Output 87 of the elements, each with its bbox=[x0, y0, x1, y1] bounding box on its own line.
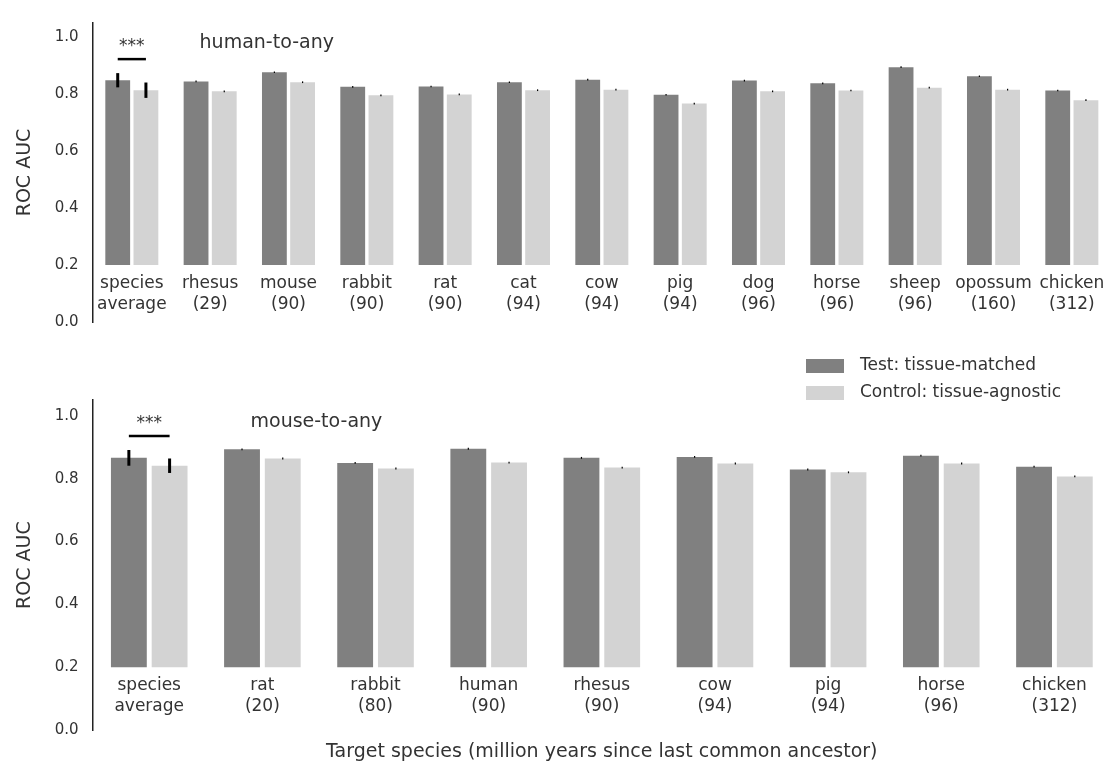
y-tick-label: 0.0 bbox=[54, 311, 79, 330]
y-tick-label: 0.2 bbox=[54, 657, 79, 676]
bar bbox=[888, 67, 914, 266]
x-tick-label: cow (94) bbox=[584, 271, 620, 313]
y-tick-label: 0.6 bbox=[54, 141, 79, 160]
bar bbox=[995, 89, 1021, 266]
bar bbox=[211, 91, 237, 266]
annotation: *** bbox=[136, 411, 162, 432]
y-tick-label: 0.0 bbox=[54, 720, 79, 739]
bar bbox=[110, 457, 147, 668]
x-tick-label: chicken (312) bbox=[1022, 674, 1087, 716]
x-tick-label: rhesus (90) bbox=[573, 674, 631, 716]
x-tick-label: horse (96) bbox=[813, 271, 861, 313]
bar bbox=[966, 76, 992, 266]
bar bbox=[731, 80, 757, 266]
x-tick-label: rabbit (80) bbox=[350, 674, 402, 716]
bar bbox=[340, 86, 366, 266]
bar bbox=[264, 458, 301, 668]
bar bbox=[1016, 466, 1052, 668]
y-tick-label: 1.0 bbox=[54, 405, 79, 424]
bar bbox=[717, 463, 754, 668]
x-tick-label: cow (94) bbox=[697, 674, 733, 716]
bar bbox=[789, 469, 826, 668]
bar bbox=[830, 472, 867, 668]
text: human-to-any bbox=[199, 30, 334, 53]
text: mouse-to-any bbox=[250, 408, 383, 431]
bar bbox=[810, 83, 836, 266]
bar bbox=[916, 87, 942, 266]
y-tick-label: 0.4 bbox=[54, 197, 79, 216]
bar bbox=[604, 467, 641, 668]
y-tick-label: 0.6 bbox=[54, 531, 79, 550]
x-tick-label: horse (96) bbox=[917, 674, 966, 716]
x-tick-label: mouse (90) bbox=[259, 271, 318, 313]
bar bbox=[446, 94, 472, 266]
bar bbox=[133, 90, 159, 266]
x-tick-label: pig (94) bbox=[810, 674, 846, 716]
bar bbox=[183, 81, 209, 266]
bar bbox=[1056, 476, 1093, 668]
x-tick-label: species average bbox=[114, 674, 185, 716]
x-tick-label: species average bbox=[97, 271, 167, 313]
bar bbox=[151, 465, 188, 668]
bar bbox=[603, 89, 629, 266]
y-tick-label: 0.4 bbox=[54, 594, 79, 613]
x-tick-label: rat (90) bbox=[427, 271, 463, 313]
bar bbox=[902, 455, 939, 668]
bar bbox=[676, 456, 713, 668]
bar bbox=[496, 82, 522, 266]
x-tick-label: rhesus (29) bbox=[181, 271, 239, 313]
x-tick-label: rat (20) bbox=[244, 674, 280, 716]
bar bbox=[368, 95, 394, 266]
y-axis-title: ROC AUC bbox=[12, 128, 35, 217]
x-tick-label: human (90) bbox=[459, 674, 519, 716]
annotation: *** bbox=[119, 35, 145, 56]
bar bbox=[760, 91, 785, 266]
x-tick-label: dog (96) bbox=[741, 271, 776, 313]
bar bbox=[290, 82, 315, 266]
y-tick-label: 0.2 bbox=[54, 254, 79, 273]
bar bbox=[653, 94, 679, 266]
bar bbox=[337, 462, 374, 668]
x-tick-label: pig (94) bbox=[662, 271, 698, 313]
bar bbox=[224, 449, 260, 668]
bar bbox=[681, 103, 707, 266]
bar bbox=[838, 90, 864, 266]
x-tick-label: opossum (160) bbox=[955, 271, 1032, 313]
bar bbox=[1073, 100, 1099, 266]
x-tick-label: sheep (96) bbox=[889, 271, 941, 313]
y-tick-label: 0.8 bbox=[54, 468, 79, 487]
bar bbox=[261, 72, 287, 266]
bar bbox=[377, 468, 414, 668]
x-tick-label: rabbit (90) bbox=[341, 271, 393, 313]
bar bbox=[943, 463, 980, 668]
legend-label: Control: tissue-agnostic bbox=[860, 381, 1062, 402]
x-axis-title: Target species (million years since last common ancestor) bbox=[325, 738, 878, 761]
bar bbox=[450, 448, 487, 668]
x-tick-label: cat (94) bbox=[506, 271, 541, 313]
bar bbox=[563, 457, 600, 668]
bar bbox=[525, 90, 550, 266]
bar bbox=[575, 79, 601, 266]
y-axis-title: ROC AUC bbox=[12, 521, 35, 609]
bar bbox=[105, 80, 131, 266]
legend-label: Test: tissue-matched bbox=[859, 354, 1037, 375]
x-tick-label: chicken (312) bbox=[1039, 271, 1105, 313]
bar bbox=[1045, 90, 1071, 266]
bar bbox=[491, 462, 527, 668]
bar bbox=[418, 86, 444, 266]
y-tick-label: 1.0 bbox=[54, 27, 79, 46]
y-tick-label: 0.8 bbox=[54, 84, 79, 103]
